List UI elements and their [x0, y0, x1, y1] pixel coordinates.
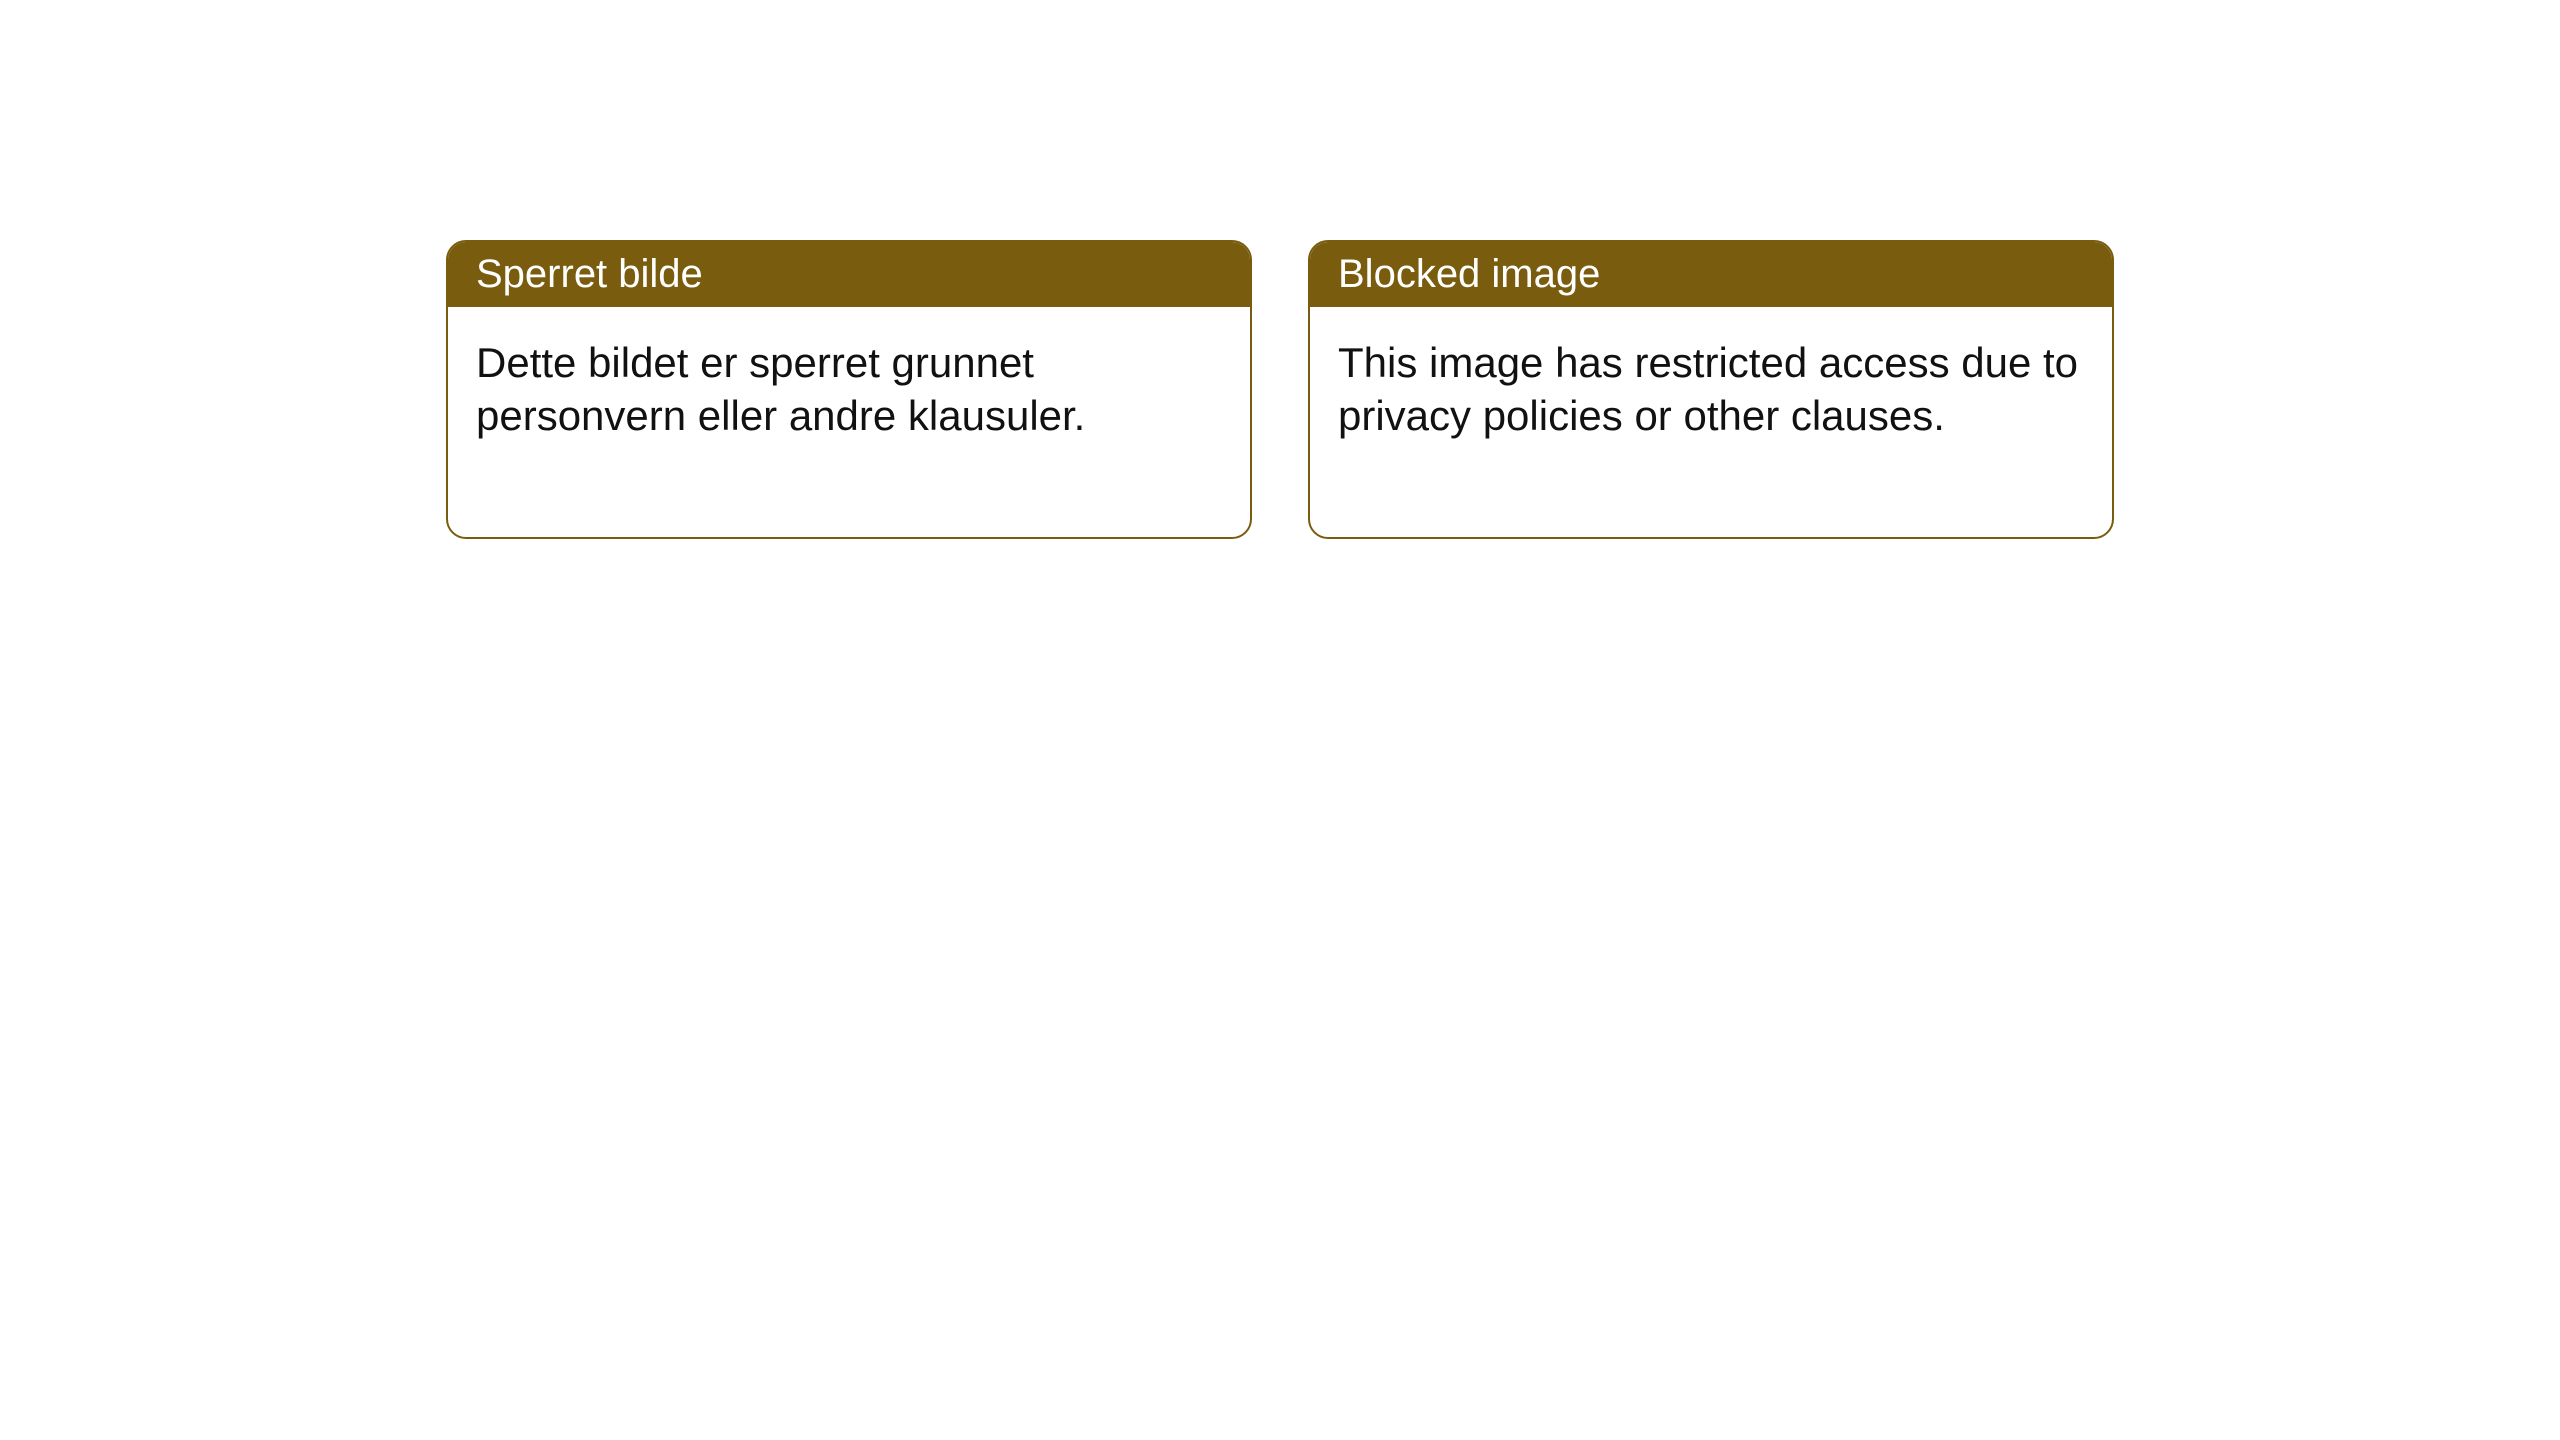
card-header-no: Sperret bilde: [448, 242, 1250, 307]
card-body-no: Dette bildet er sperret grunnet personve…: [448, 307, 1250, 537]
card-header-en: Blocked image: [1310, 242, 2112, 307]
card-text-no: Dette bildet er sperret grunnet personve…: [476, 339, 1085, 439]
card-title-no: Sperret bilde: [476, 252, 703, 296]
notice-container: Sperret bilde Dette bildet er sperret gr…: [446, 240, 2114, 539]
notice-card-en: Blocked image This image has restricted …: [1308, 240, 2114, 539]
card-text-en: This image has restricted access due to …: [1338, 339, 2078, 439]
notice-card-no: Sperret bilde Dette bildet er sperret gr…: [446, 240, 1252, 539]
card-title-en: Blocked image: [1338, 252, 1600, 296]
card-body-en: This image has restricted access due to …: [1310, 307, 2112, 537]
